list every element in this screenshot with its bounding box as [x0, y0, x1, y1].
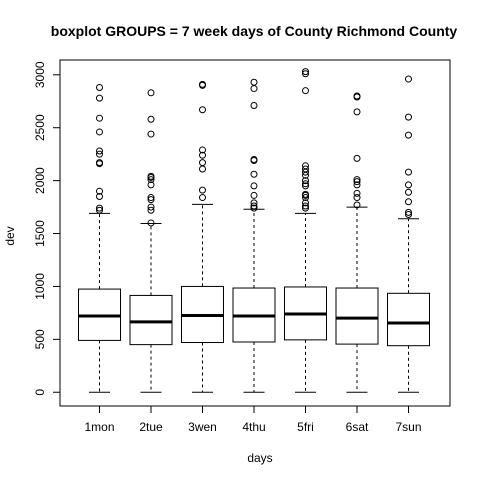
plot-area: 0 500 1000 1500 2000 2500 3000 1mon 2tue 3wen 4thu…: [33, 59, 451, 434]
outlier-point: [302, 87, 309, 95]
outlier-point: [147, 196, 155, 204]
outlier-point: [353, 176, 361, 184]
y-tick-label: 500: [33, 329, 47, 349]
outlier-point: [302, 182, 309, 190]
outlier-point: [405, 210, 412, 218]
x-tick-label: 7sun: [395, 420, 421, 434]
outlier-point: [147, 206, 155, 214]
outlier-point: [302, 199, 309, 207]
outlier-point: [250, 78, 258, 86]
outlier-point: [96, 128, 103, 136]
outlier-point: [353, 108, 361, 116]
outlier-point: [353, 154, 361, 162]
outlier-point: [96, 150, 103, 158]
outlier-point: [302, 190, 309, 198]
box-2tue: [129, 294, 173, 346]
y-tick-label: 3000: [33, 61, 47, 88]
outlier-point: [147, 176, 155, 184]
outlier-point: [302, 194, 309, 202]
outlier-point: [302, 68, 309, 76]
outlier-point: [147, 203, 155, 211]
outlier-point: [147, 115, 155, 123]
x-axis-title: days: [247, 451, 272, 465]
outlier-point: [353, 181, 361, 189]
outlier-point: [96, 206, 103, 214]
outlier-point: [405, 131, 412, 139]
outlier-point: [199, 151, 206, 159]
outlier-point: [302, 177, 309, 185]
x-tick-label: 4thu: [242, 420, 265, 434]
outlier-point: [96, 159, 103, 167]
y-tick-label: 2500: [33, 114, 47, 141]
x-tick-label: 3wen: [188, 420, 217, 434]
outlier-point: [405, 168, 412, 176]
outlier-point: [405, 113, 412, 121]
outlier-point: [302, 180, 309, 188]
outlier-point: [302, 202, 309, 210]
x-tick-label: 1mon: [84, 420, 114, 434]
outlier-point: [250, 191, 258, 199]
outlier-point: [405, 208, 412, 216]
outlier-point: [250, 170, 258, 178]
outlier-point: [302, 70, 309, 78]
outlier-point: [96, 147, 103, 155]
outlier-point: [302, 162, 309, 170]
outlier-point: [199, 165, 206, 173]
x-tick-label: 6sat: [346, 420, 369, 434]
outlier-point: [250, 85, 258, 93]
y-axis-title: dev: [3, 226, 17, 245]
outlier-point: [96, 204, 103, 212]
outlier-point: [353, 178, 361, 186]
outlier-point: [250, 202, 258, 210]
outlier-point: [250, 204, 258, 212]
outlier-point: [199, 80, 206, 88]
outlier-point: [353, 201, 361, 209]
outlier-point: [199, 159, 206, 167]
outlier-point: [96, 192, 103, 200]
outlier-point: [250, 182, 258, 190]
outlier-point: [199, 186, 206, 194]
outlier-point: [199, 146, 206, 154]
y-tick-label: 2000: [33, 167, 47, 194]
chart-title: boxplot GROUPS = 7 week days of County R…: [51, 23, 458, 39]
x-tick-label: 5fri: [297, 420, 314, 434]
box-6sat: [335, 287, 379, 345]
outlier-point: [302, 165, 309, 173]
x-tick-label: 2tue: [139, 420, 163, 434]
y-tick-label: 1000: [33, 273, 47, 300]
outlier-point: [353, 92, 361, 100]
outlier-point: [302, 204, 309, 212]
outlier-point: [147, 181, 155, 189]
outlier-point: [353, 194, 361, 202]
box-7sun: [387, 292, 430, 347]
outlier-point: [147, 130, 155, 138]
y-tick-label: 0: [33, 389, 47, 396]
outlier-point: [250, 101, 258, 109]
outlier-point: [199, 106, 206, 114]
outlier-point: [405, 75, 412, 83]
outlier-point: [250, 155, 258, 163]
outlier-point: [405, 181, 412, 189]
y-tick-label: 1500: [33, 220, 47, 247]
plot-frame: [59, 59, 451, 407]
outlier-point: [199, 194, 206, 202]
outlier-point: [147, 219, 155, 227]
outlier-point: [405, 198, 412, 206]
outlier-point: [96, 94, 103, 102]
outlier-point: [147, 89, 155, 97]
outlier-point: [96, 114, 103, 122]
outlier-point: [96, 84, 103, 92]
outlier-point: [96, 187, 103, 195]
outlier-point: [353, 189, 361, 197]
outlier-point: [147, 194, 155, 202]
outlier-point: [405, 188, 412, 196]
outlier-point: [250, 199, 258, 207]
outlier-point: [147, 172, 155, 180]
